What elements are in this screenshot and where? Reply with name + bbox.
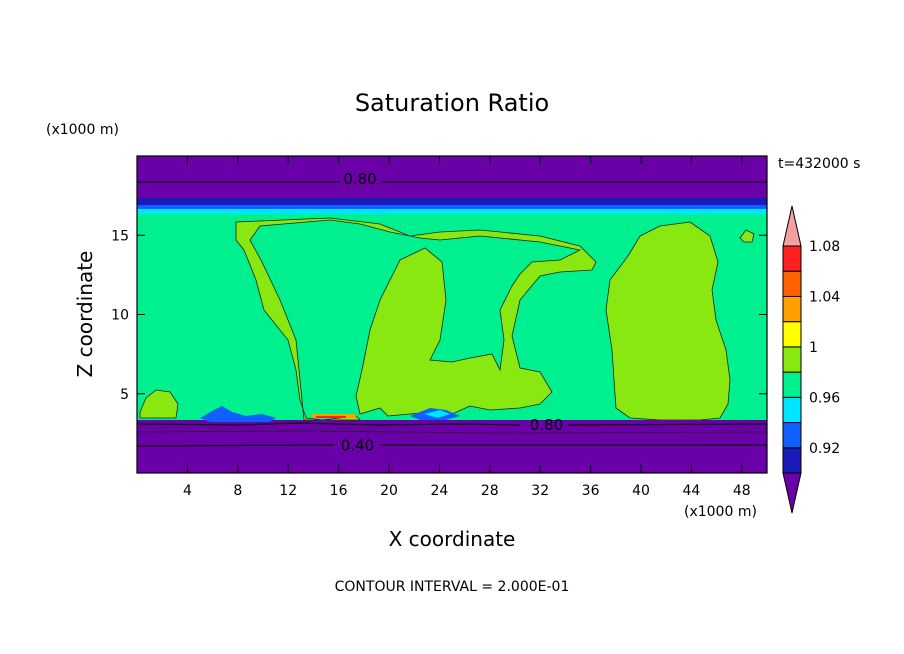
colorbar-label: 1: [809, 340, 818, 356]
contour-field: [136, 155, 768, 474]
y-axis-ticks: 5 10 15: [111, 228, 767, 403]
colorbar-swatch: [782, 270, 802, 297]
x-tick-label: 24: [430, 483, 448, 499]
x-tick-label: 8: [233, 483, 242, 499]
contour-label: 0.80: [343, 170, 376, 188]
upper-light-blue-band: [137, 205, 767, 211]
surface-cyan-patch: [424, 410, 450, 418]
x-tick-label: 12: [279, 483, 297, 499]
x-tick-label: 28: [481, 483, 499, 499]
x-tick-label: 4: [183, 483, 192, 499]
contour-label: 0.80: [530, 416, 563, 434]
upper-cyan-band: [137, 209, 767, 216]
y-units-label: (x1000 m): [46, 122, 119, 138]
colorbar-swatch: [782, 371, 802, 398]
x-tick-label: 32: [531, 483, 549, 499]
x-tick-label: 16: [330, 483, 348, 499]
contour-line-080-bottom: [137, 422, 767, 426]
contour-line-lower: [137, 430, 767, 434]
colorbar-swatch: [782, 295, 802, 323]
colorbar-label: 0.92: [809, 441, 840, 457]
y-tick-label: 10: [111, 308, 129, 324]
colorbar-swatch: [782, 321, 802, 348]
time-label: t=432000 s: [778, 156, 860, 172]
y-axis-title: Z coordinate: [73, 251, 97, 378]
surface-hotspot-2: [316, 416, 346, 418]
y-tick-label: 5: [120, 387, 129, 403]
colorbar-label: 1.08: [809, 239, 840, 255]
colorbar-swatch: [782, 447, 802, 474]
x-tick-label: 20: [380, 483, 398, 499]
upper-blue-band: [137, 198, 767, 206]
x-axis-ticks: 4 8 12 16 20 24 28 32 36 40 44 48: [183, 156, 751, 499]
moist-pocket-right: [605, 221, 731, 421]
surface-blue-patch-1: [200, 406, 276, 422]
contour-line-040: [137, 444, 767, 447]
x-tick-label: 40: [632, 483, 650, 499]
contour-label: 0.40: [341, 436, 374, 454]
x-tick-label: 48: [733, 483, 751, 499]
colorbar-extend-high: [782, 205, 802, 247]
moist-pocket-small-left: [139, 389, 179, 419]
colorbar: 1.08 1.04 1 0.96 0.92: [782, 205, 840, 514]
contour-interval-label: CONTOUR INTERVAL = 2.000E-01: [335, 579, 570, 595]
moist-pocket-top-right: [739, 229, 755, 243]
x-tick-label: 44: [682, 483, 700, 499]
colorbar-swatch: [782, 245, 802, 272]
x-units-label: (x1000 m): [684, 504, 757, 520]
y-tick-label: 15: [111, 228, 129, 244]
colorbar-label: 0.96: [809, 390, 840, 406]
x-tick-label: 36: [582, 483, 600, 499]
chart-title: Saturation Ratio: [355, 89, 549, 117]
colorbar-swatch: [782, 422, 802, 449]
colorbar-label: 1.04: [809, 289, 840, 305]
x-axis-title: X coordinate: [389, 527, 516, 551]
colorbar-swatch: [782, 396, 802, 424]
moist-pocket-left-large: [235, 217, 597, 421]
colorbar-extend-low: [782, 472, 802, 514]
colorbar-swatch: [782, 346, 802, 373]
contour-labels: 0.80 0.80 0.40: [341, 170, 563, 454]
